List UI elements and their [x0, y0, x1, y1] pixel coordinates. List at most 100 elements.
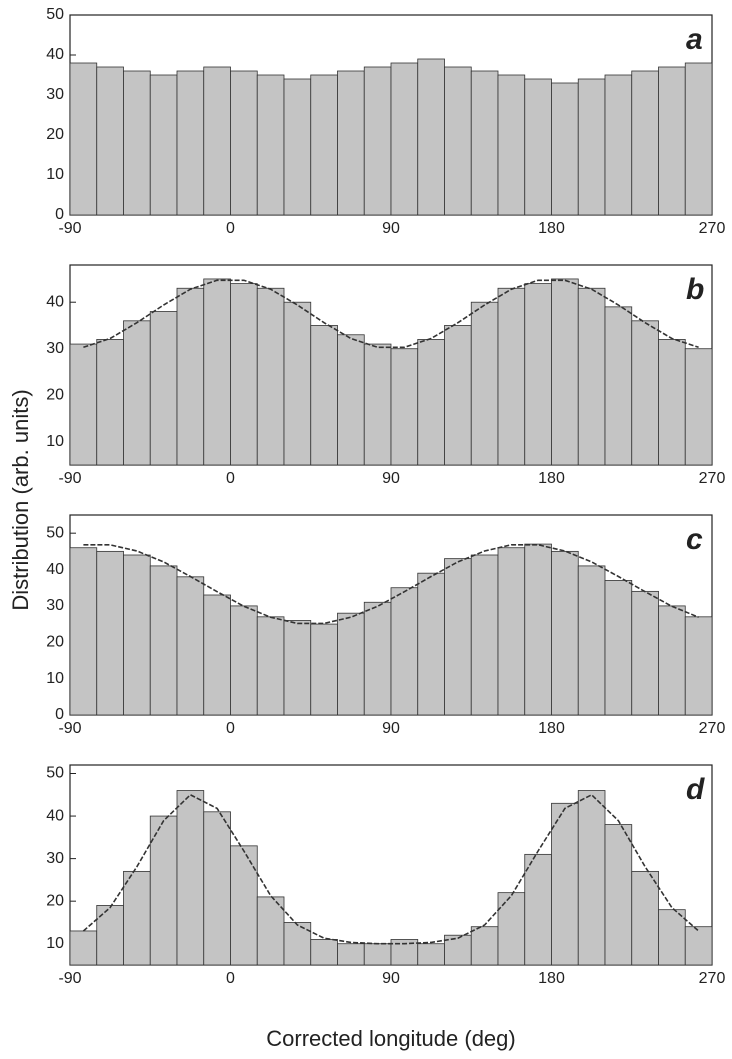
bar	[470, 926, 499, 966]
bar	[96, 905, 124, 966]
bar	[658, 909, 686, 966]
bar	[551, 550, 579, 716]
bar	[69, 547, 98, 716]
y-tick-label: 10	[46, 935, 64, 952]
x-tick-label: 270	[699, 970, 726, 987]
y-tick-label: 40	[46, 293, 64, 310]
x-tick-label: 90	[382, 720, 400, 737]
bar	[524, 543, 552, 716]
y-tick-label: 40	[46, 807, 64, 824]
y-tick-label: 0	[55, 706, 64, 723]
bar	[417, 58, 445, 216]
bar	[577, 790, 606, 966]
x-tick-label: 90	[382, 220, 400, 237]
bar	[684, 62, 713, 216]
bar	[203, 66, 231, 216]
x-tick-label: 0	[226, 970, 235, 987]
bar	[497, 892, 526, 966]
bar	[230, 70, 258, 216]
bar	[524, 283, 552, 466]
y-tick-label: 30	[46, 597, 64, 614]
bar	[363, 943, 392, 966]
bar	[577, 78, 606, 216]
bar	[283, 301, 312, 466]
bar	[283, 78, 312, 216]
bar	[230, 605, 258, 716]
bar	[551, 278, 579, 466]
y-tick-label: 30	[46, 850, 64, 867]
y-tick-label: 20	[46, 633, 64, 650]
bar	[497, 287, 526, 466]
bar	[310, 74, 338, 216]
bar	[444, 558, 472, 716]
bar	[497, 74, 526, 216]
bar	[149, 815, 178, 966]
panel-label: a	[686, 23, 703, 56]
bar	[604, 74, 633, 216]
bar	[390, 62, 419, 216]
bar	[684, 348, 713, 466]
bar	[310, 623, 338, 716]
bar	[444, 325, 472, 466]
bar	[69, 343, 98, 466]
bar	[604, 824, 633, 966]
bar	[256, 896, 285, 966]
x-tick-label: 90	[382, 970, 400, 987]
bar	[684, 926, 713, 966]
bar	[390, 348, 419, 466]
bar	[417, 572, 445, 716]
y-tick-label: 10	[46, 433, 64, 450]
x-axis-title: Corrected longitude (deg)	[266, 1026, 515, 1051]
bar	[417, 943, 445, 966]
bar	[604, 580, 633, 716]
bar	[176, 576, 205, 716]
bar	[684, 616, 713, 716]
y-tick-label: 20	[46, 892, 64, 909]
y-tick-label: 30	[46, 86, 64, 103]
bar	[631, 320, 659, 466]
y-tick-label: 10	[46, 166, 64, 183]
y-axis-title: Distribution (arb. units)	[8, 389, 33, 610]
bar	[256, 616, 285, 716]
bar	[310, 325, 338, 466]
bar	[363, 343, 392, 466]
bar	[524, 78, 552, 216]
x-tick-label: -90	[58, 220, 81, 237]
bar	[631, 870, 659, 966]
bar	[337, 334, 365, 466]
panel-label: c	[686, 523, 703, 556]
x-tick-label: 180	[538, 220, 565, 237]
bar	[230, 283, 258, 466]
bar	[363, 66, 392, 216]
bar	[337, 612, 365, 716]
bar	[631, 590, 659, 716]
x-tick-label: -90	[58, 970, 81, 987]
bar	[96, 66, 124, 216]
bar	[149, 311, 178, 466]
bar	[203, 278, 231, 466]
bar	[69, 62, 98, 216]
bar	[470, 301, 499, 466]
y-tick-label: 20	[46, 386, 64, 403]
bar	[123, 554, 151, 716]
bar	[658, 605, 686, 716]
y-tick-label: 30	[46, 340, 64, 357]
fit-curve	[82, 793, 700, 945]
y-tick-label: 40	[46, 561, 64, 578]
bar	[524, 853, 552, 966]
bar	[337, 70, 365, 216]
bar	[604, 306, 633, 466]
bar	[176, 790, 205, 966]
x-tick-label: 0	[226, 470, 235, 487]
y-tick-label: 10	[46, 670, 64, 687]
bar	[283, 620, 312, 716]
bar	[470, 554, 499, 716]
bar	[149, 74, 178, 216]
bar	[658, 339, 686, 466]
y-tick-label: 40	[46, 46, 64, 63]
x-tick-label: 0	[226, 720, 235, 737]
bar	[230, 845, 258, 966]
bar	[123, 870, 151, 966]
bar	[551, 802, 579, 966]
